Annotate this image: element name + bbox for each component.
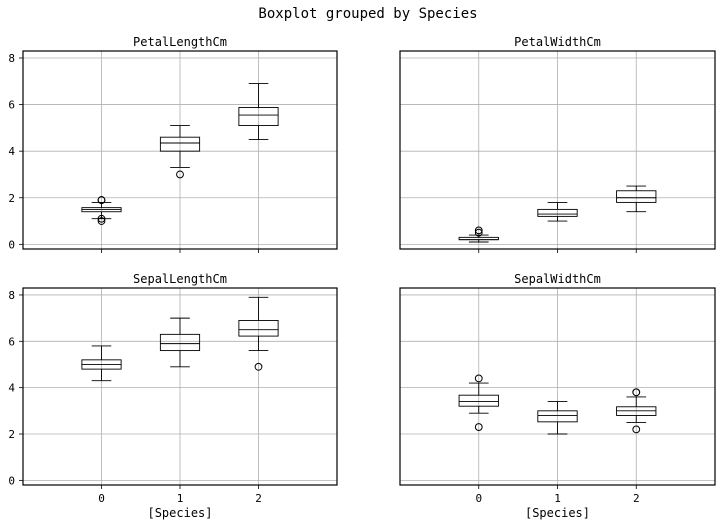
outlier-point <box>632 388 641 397</box>
subplot-title: PetalLengthCm <box>133 35 227 49</box>
box-category-1 <box>159 125 201 179</box>
y-tick-label: 6 <box>8 99 15 112</box>
x-axis-label: [Species] <box>525 506 590 520</box>
subplot-frame <box>399 287 716 486</box>
figure-suptitle: Boxplot grouped by Species <box>258 6 477 22</box>
subplot-frame <box>399 50 716 250</box>
y-tick-label: 8 <box>8 52 15 65</box>
box-category-1 <box>537 201 578 222</box>
subplot-sepallengthcm: 0 2 4 6 8 0 1 2 SepalLengthCm [Species] <box>8 272 338 520</box>
box-category-1 <box>537 401 578 435</box>
x-tick-label: 0 <box>98 492 105 505</box>
outlier-point <box>97 217 106 225</box>
outlier-point <box>176 170 184 179</box>
y-tick-label: 4 <box>8 382 15 395</box>
outlier-point <box>474 226 483 235</box>
x-tick-label: 0 <box>475 492 482 505</box>
iqr-box <box>537 208 578 217</box>
iqr-box <box>238 107 279 126</box>
box-category-2 <box>616 388 657 434</box>
box-category-0 <box>81 345 122 382</box>
box-category-0 <box>458 374 499 431</box>
x-tick-label: 2 <box>633 492 640 505</box>
y-tick-label: 8 <box>8 289 15 302</box>
iqr-box <box>159 333 201 352</box>
box-category-0 <box>458 226 499 243</box>
x-axis-label: [Species] <box>147 506 212 520</box>
y-tick-label: 4 <box>8 145 15 158</box>
subplot-frame <box>22 50 338 250</box>
subplot-sepalwidthcm: 0 1 2 SepalWidthCm [Species] <box>399 272 716 520</box>
subplot-title: SepalLengthCm <box>133 272 227 286</box>
outlier-point <box>474 423 483 431</box>
y-tick-label: 0 <box>8 474 15 487</box>
subplot-petallengthcm: 0 2 4 6 8 PetalLengthCm <box>8 35 338 253</box>
box-category-0 <box>81 196 122 225</box>
subplot-petalwidthcm: PetalWidthCm <box>399 35 716 253</box>
y-tick-label: 6 <box>8 335 15 348</box>
box-category-2 <box>238 83 279 140</box>
x-tick-label: 1 <box>554 492 561 505</box>
y-tick-label: 2 <box>8 428 15 441</box>
outlier-point <box>474 374 483 383</box>
x-tick-label: 1 <box>177 492 184 505</box>
subplot-frame <box>22 287 338 486</box>
iqr-box <box>238 319 279 337</box>
outlier-point <box>474 228 483 237</box>
y-tick-label: 0 <box>8 238 15 251</box>
iqr-box <box>537 410 578 423</box>
outlier-point <box>632 425 641 434</box>
outlier-point <box>97 214 106 223</box>
iqr-box <box>159 136 201 152</box>
outlier-point <box>97 196 106 204</box>
iqr-box <box>616 190 657 203</box>
iqr-box <box>458 394 499 407</box>
box-category-2 <box>616 185 657 213</box>
y-tick-label: 2 <box>8 192 15 205</box>
x-tick-label: 2 <box>255 492 262 505</box>
subplot-title: PetalWidthCm <box>514 35 601 49</box>
box-category-1 <box>159 317 201 368</box>
outlier-point <box>254 362 263 371</box>
subplot-title: SepalWidthCm <box>514 272 601 286</box>
box-category-2 <box>238 296 279 371</box>
